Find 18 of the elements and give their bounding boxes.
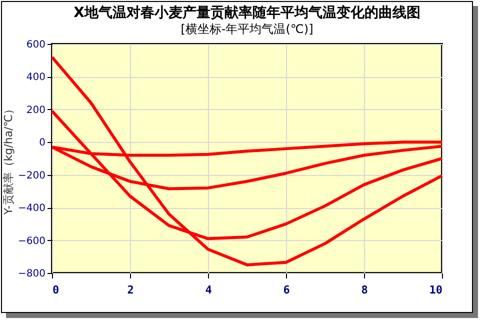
chart-subtitle: [横坐标-年平均气温(℃)]: [180, 22, 314, 36]
y-tick-label: −400: [18, 203, 46, 214]
x-tick-label: 6: [283, 284, 290, 296]
y-tick-label: −600: [18, 236, 46, 247]
y-tick-label: 600: [26, 40, 46, 50]
y-tick-label: 400: [26, 72, 46, 84]
line-series: [50, 56, 444, 266]
y-axis-title: Y-贡献率（kg/ha/℃）: [2, 103, 16, 216]
x-tick-label: 10: [429, 284, 442, 296]
x-tick-label: 8: [361, 284, 368, 296]
x-tick-label: 2: [127, 284, 134, 296]
y-tick-label: 200: [26, 104, 46, 116]
y-tick-label: 0: [39, 138, 46, 149]
x-tick-label: 0: [52, 284, 60, 296]
chart-title: X地气温对春小麦产量贡献率随年平均气温变化的曲线图: [74, 4, 420, 21]
x-tick-label: 4: [205, 284, 212, 296]
y-tick-label: −800: [18, 268, 46, 280]
y-tick-label: −200: [18, 170, 46, 182]
